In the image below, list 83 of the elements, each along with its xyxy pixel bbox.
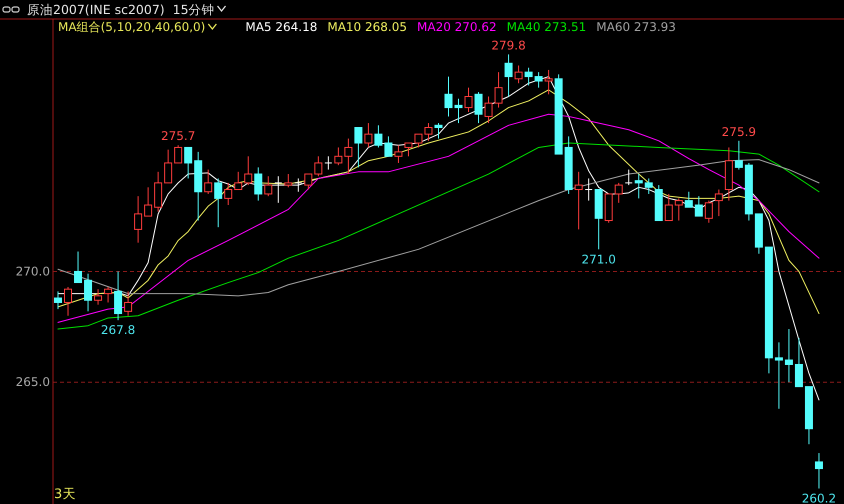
candlestick — [124, 290, 132, 316]
candlestick — [274, 176, 282, 204]
annotation: 267.8 — [100, 323, 136, 338]
candlestick — [394, 144, 402, 164]
candlestick — [64, 286, 72, 316]
annotation: 275.7 — [160, 129, 196, 144]
candlestick — [334, 146, 342, 166]
candlestick — [774, 342, 783, 410]
candlestick — [344, 138, 352, 175]
candlestick — [404, 142, 412, 157]
candlestick — [434, 122, 442, 140]
candlestick — [494, 72, 503, 108]
annotation: 3天 — [54, 487, 76, 502]
line-series — [58, 159, 820, 296]
candlestick — [374, 124, 382, 148]
candlestick — [164, 149, 172, 184]
candlestick — [584, 178, 593, 202]
candlestick — [294, 178, 302, 192]
candlestick — [234, 171, 242, 190]
candlestick — [54, 290, 62, 310]
annotation: 279.8 — [491, 38, 526, 52]
candlestick — [284, 174, 292, 188]
candlestick — [814, 452, 823, 489]
candlestick — [694, 196, 703, 217]
candlestick — [504, 54, 513, 98]
candlestick — [184, 146, 192, 179]
candlestick — [114, 270, 122, 321]
candlestick — [74, 251, 82, 284]
candlestick — [304, 174, 312, 190]
candlestick — [174, 144, 182, 164]
candlestick — [524, 67, 533, 86]
candlestick — [94, 288, 102, 306]
candlestick — [674, 198, 683, 222]
candlestick — [414, 134, 422, 148]
candlestick — [454, 98, 463, 124]
y-tick-label: 270.0 — [16, 264, 50, 278]
text: MA10 268.05 — [327, 20, 407, 34]
candlestick — [784, 328, 793, 383]
candlestick — [684, 191, 693, 208]
candlestick — [514, 65, 523, 84]
annotation: 275.9 — [722, 124, 756, 139]
annotation: 260.2 — [802, 492, 836, 504]
candlestick — [614, 182, 623, 204]
text: MA40 273.51 — [506, 20, 586, 34]
candlestick — [84, 273, 92, 312]
candlestick — [384, 136, 392, 157]
candlestick — [734, 140, 743, 170]
candlestick — [424, 122, 432, 142]
candlestick — [634, 174, 643, 199]
candlestick — [134, 196, 142, 244]
text: MA5 264.18 — [245, 20, 318, 34]
candlestick — [544, 69, 553, 95]
candlestick — [254, 166, 262, 202]
candlestick — [364, 122, 372, 148]
chart-title: 原油2007(INE sc2007) 15分钟 — [27, 2, 215, 17]
candlestick — [704, 200, 713, 224]
candlestick — [244, 156, 252, 186]
text: MA20 270.62 — [417, 20, 497, 34]
candlestick — [624, 169, 633, 186]
candlestick — [314, 156, 322, 177]
candlestick — [144, 186, 152, 217]
candlestick — [104, 286, 112, 303]
text: MA60 273.93 — [596, 20, 676, 34]
candlestick — [484, 96, 493, 124]
candlestick — [204, 169, 212, 194]
candlestick — [324, 156, 332, 170]
candlestick — [644, 178, 653, 194]
candlestick — [354, 127, 362, 168]
line-series — [58, 76, 820, 400]
candlestick — [224, 182, 232, 206]
candlestick — [464, 87, 473, 113]
candlestick — [714, 189, 723, 217]
candlestick — [264, 176, 272, 197]
candlestick — [534, 72, 543, 88]
candlestick — [794, 337, 803, 388]
chart-subtitle: MA组合(5,10,20,40,60,0) — [58, 20, 206, 34]
annotation: 271.0 — [582, 252, 616, 266]
y-tick-label: 265.0 — [16, 375, 50, 390]
candlestick — [214, 178, 222, 228]
candlestick — [444, 76, 453, 117]
candlestick — [574, 171, 583, 230]
candlestick — [474, 92, 483, 124]
candlestick — [664, 193, 673, 222]
